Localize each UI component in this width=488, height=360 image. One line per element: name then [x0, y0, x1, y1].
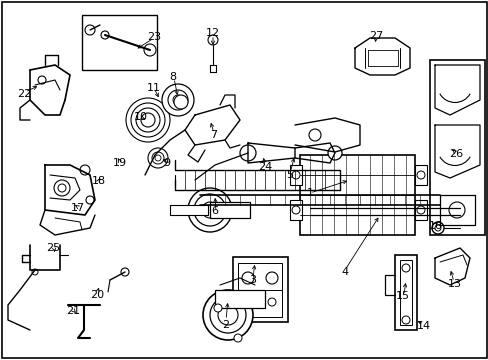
- Text: 18: 18: [92, 176, 106, 186]
- Circle shape: [327, 146, 341, 160]
- Bar: [289, 165, 302, 185]
- Text: 15: 15: [395, 291, 409, 301]
- Circle shape: [267, 298, 275, 306]
- Text: 25: 25: [46, 243, 60, 253]
- Bar: [394, 255, 416, 330]
- Text: 13: 13: [447, 279, 461, 289]
- Circle shape: [209, 297, 245, 333]
- Bar: [289, 200, 302, 220]
- Text: 23: 23: [146, 32, 161, 42]
- Circle shape: [152, 152, 163, 164]
- Circle shape: [240, 145, 256, 161]
- Circle shape: [308, 129, 320, 141]
- Circle shape: [291, 206, 299, 214]
- Text: 19: 19: [113, 158, 127, 168]
- Circle shape: [86, 196, 94, 204]
- Circle shape: [242, 272, 253, 284]
- Bar: [170, 205, 207, 215]
- Text: 8: 8: [169, 72, 176, 82]
- Circle shape: [32, 269, 38, 275]
- Circle shape: [214, 304, 222, 312]
- Text: 17: 17: [71, 203, 85, 213]
- Text: 26: 26: [448, 149, 462, 159]
- Bar: [238, 263, 282, 317]
- Circle shape: [291, 171, 299, 179]
- Circle shape: [203, 290, 252, 340]
- Circle shape: [54, 180, 70, 196]
- Text: 12: 12: [205, 28, 220, 38]
- Circle shape: [207, 35, 218, 45]
- Circle shape: [265, 272, 278, 284]
- Circle shape: [131, 103, 164, 137]
- Text: 16: 16: [428, 221, 442, 231]
- Text: 27: 27: [368, 31, 382, 41]
- Circle shape: [126, 98, 170, 142]
- Circle shape: [85, 25, 95, 35]
- Circle shape: [80, 165, 90, 175]
- Text: 22: 22: [17, 89, 31, 99]
- Circle shape: [416, 171, 424, 179]
- Circle shape: [136, 108, 160, 132]
- Circle shape: [155, 155, 161, 161]
- Circle shape: [202, 202, 218, 218]
- Text: 6: 6: [211, 206, 218, 216]
- Bar: [82, 15, 157, 70]
- Bar: [299, 155, 414, 235]
- Text: 10: 10: [134, 112, 148, 122]
- Circle shape: [234, 334, 242, 342]
- Bar: [414, 200, 426, 220]
- Circle shape: [121, 268, 129, 276]
- Circle shape: [148, 148, 168, 168]
- Circle shape: [173, 95, 183, 105]
- Text: 21: 21: [66, 306, 80, 316]
- Circle shape: [101, 31, 109, 39]
- Text: 24: 24: [257, 162, 271, 172]
- Text: 3: 3: [249, 275, 256, 285]
- Circle shape: [434, 225, 440, 231]
- Text: 4: 4: [341, 267, 348, 277]
- Circle shape: [162, 84, 194, 116]
- Bar: [399, 260, 411, 325]
- Circle shape: [431, 222, 443, 234]
- Text: 7: 7: [210, 130, 217, 140]
- Circle shape: [141, 113, 155, 127]
- Circle shape: [58, 184, 66, 192]
- Circle shape: [194, 194, 225, 226]
- Circle shape: [38, 76, 46, 84]
- Text: 20: 20: [90, 290, 104, 300]
- Bar: [414, 165, 426, 185]
- Bar: [232, 257, 287, 322]
- Text: 14: 14: [416, 321, 430, 331]
- Circle shape: [174, 95, 187, 109]
- Bar: [429, 60, 484, 235]
- Circle shape: [401, 264, 409, 272]
- Circle shape: [416, 206, 424, 214]
- Circle shape: [244, 298, 251, 306]
- Bar: [209, 202, 249, 218]
- Text: 1: 1: [306, 188, 313, 198]
- Circle shape: [187, 188, 231, 232]
- Text: 5: 5: [286, 170, 293, 180]
- Circle shape: [143, 44, 156, 56]
- Circle shape: [448, 202, 464, 218]
- Bar: [215, 290, 264, 308]
- Text: 9: 9: [163, 158, 170, 168]
- Text: 11: 11: [147, 83, 161, 93]
- Circle shape: [401, 316, 409, 324]
- Circle shape: [168, 90, 187, 110]
- Circle shape: [218, 305, 238, 325]
- Text: 2: 2: [222, 320, 229, 330]
